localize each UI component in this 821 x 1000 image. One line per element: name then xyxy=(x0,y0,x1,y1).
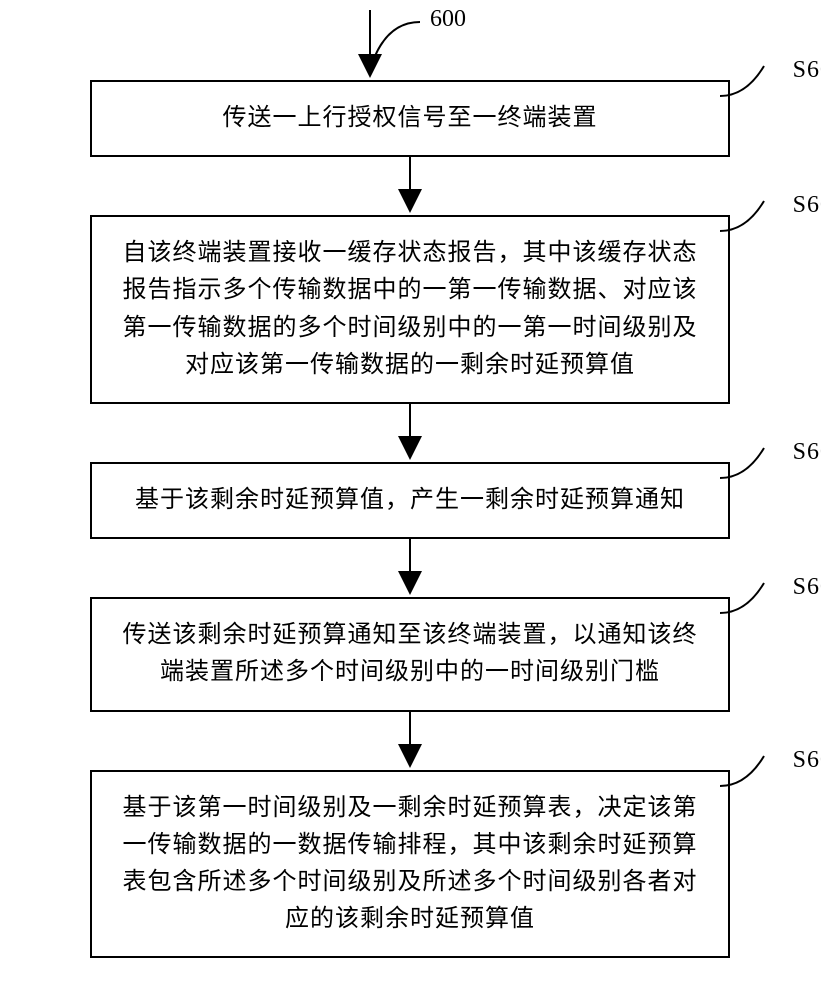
step-box-s607: 传送该剩余时延预算通知至该终端装置，以通知该终端装置所述多个时间级别中的一时间级… xyxy=(90,597,730,711)
step-text: 基于该第一时间级别及一剩余时延预算表，决定该第一传输数据的一数据传输排程，其中该… xyxy=(123,795,698,933)
diagram-number-label: 600 xyxy=(430,6,466,33)
step-id-label: S601 xyxy=(793,52,821,89)
top-arrow-area: 600 xyxy=(50,10,770,80)
step-label-leader xyxy=(716,750,786,790)
entry-arrow xyxy=(350,10,390,80)
step-label-leader xyxy=(716,442,786,482)
step-id-label: S609 xyxy=(793,742,821,779)
step-box-s609: 基于该第一时间级别及一剩余时延预算表，决定该第一传输数据的一数据传输排程，其中该… xyxy=(90,770,730,959)
step-text: 基于该剩余时延预算值，产生一剩余时延预算通知 xyxy=(135,487,685,513)
connector-arrow xyxy=(50,157,770,215)
step-label-leader xyxy=(716,195,786,235)
step-id-label: S603 xyxy=(793,187,821,224)
step-label-leader xyxy=(716,577,786,617)
connector-arrow xyxy=(50,404,770,462)
connector-arrow xyxy=(50,539,770,597)
step-id-label: S607 xyxy=(793,569,821,606)
flowchart-container: 600 传送一上行授权信号至一终端装置 S601 自该终端装置接收一缓存状态报告… xyxy=(50,10,770,958)
step-label-leader xyxy=(716,60,786,100)
connector-arrow xyxy=(50,712,770,770)
step-text: 传送一上行授权信号至一终端装置 xyxy=(223,105,598,131)
step-box-s603: 自该终端装置接收一缓存状态报告，其中该缓存状态报告指示多个传输数据中的一第一传输… xyxy=(90,215,730,404)
step-text: 传送该剩余时延预算通知至该终端装置，以通知该终端装置所述多个时间级别中的一时间级… xyxy=(123,622,698,685)
step-box-s605: 基于该剩余时延预算值，产生一剩余时延预算通知 S605 xyxy=(90,462,730,539)
step-box-s601: 传送一上行授权信号至一终端装置 S601 xyxy=(90,80,730,157)
step-id-label: S605 xyxy=(793,434,821,471)
step-text: 自该终端装置接收一缓存状态报告，其中该缓存状态报告指示多个传输数据中的一第一传输… xyxy=(123,240,698,378)
